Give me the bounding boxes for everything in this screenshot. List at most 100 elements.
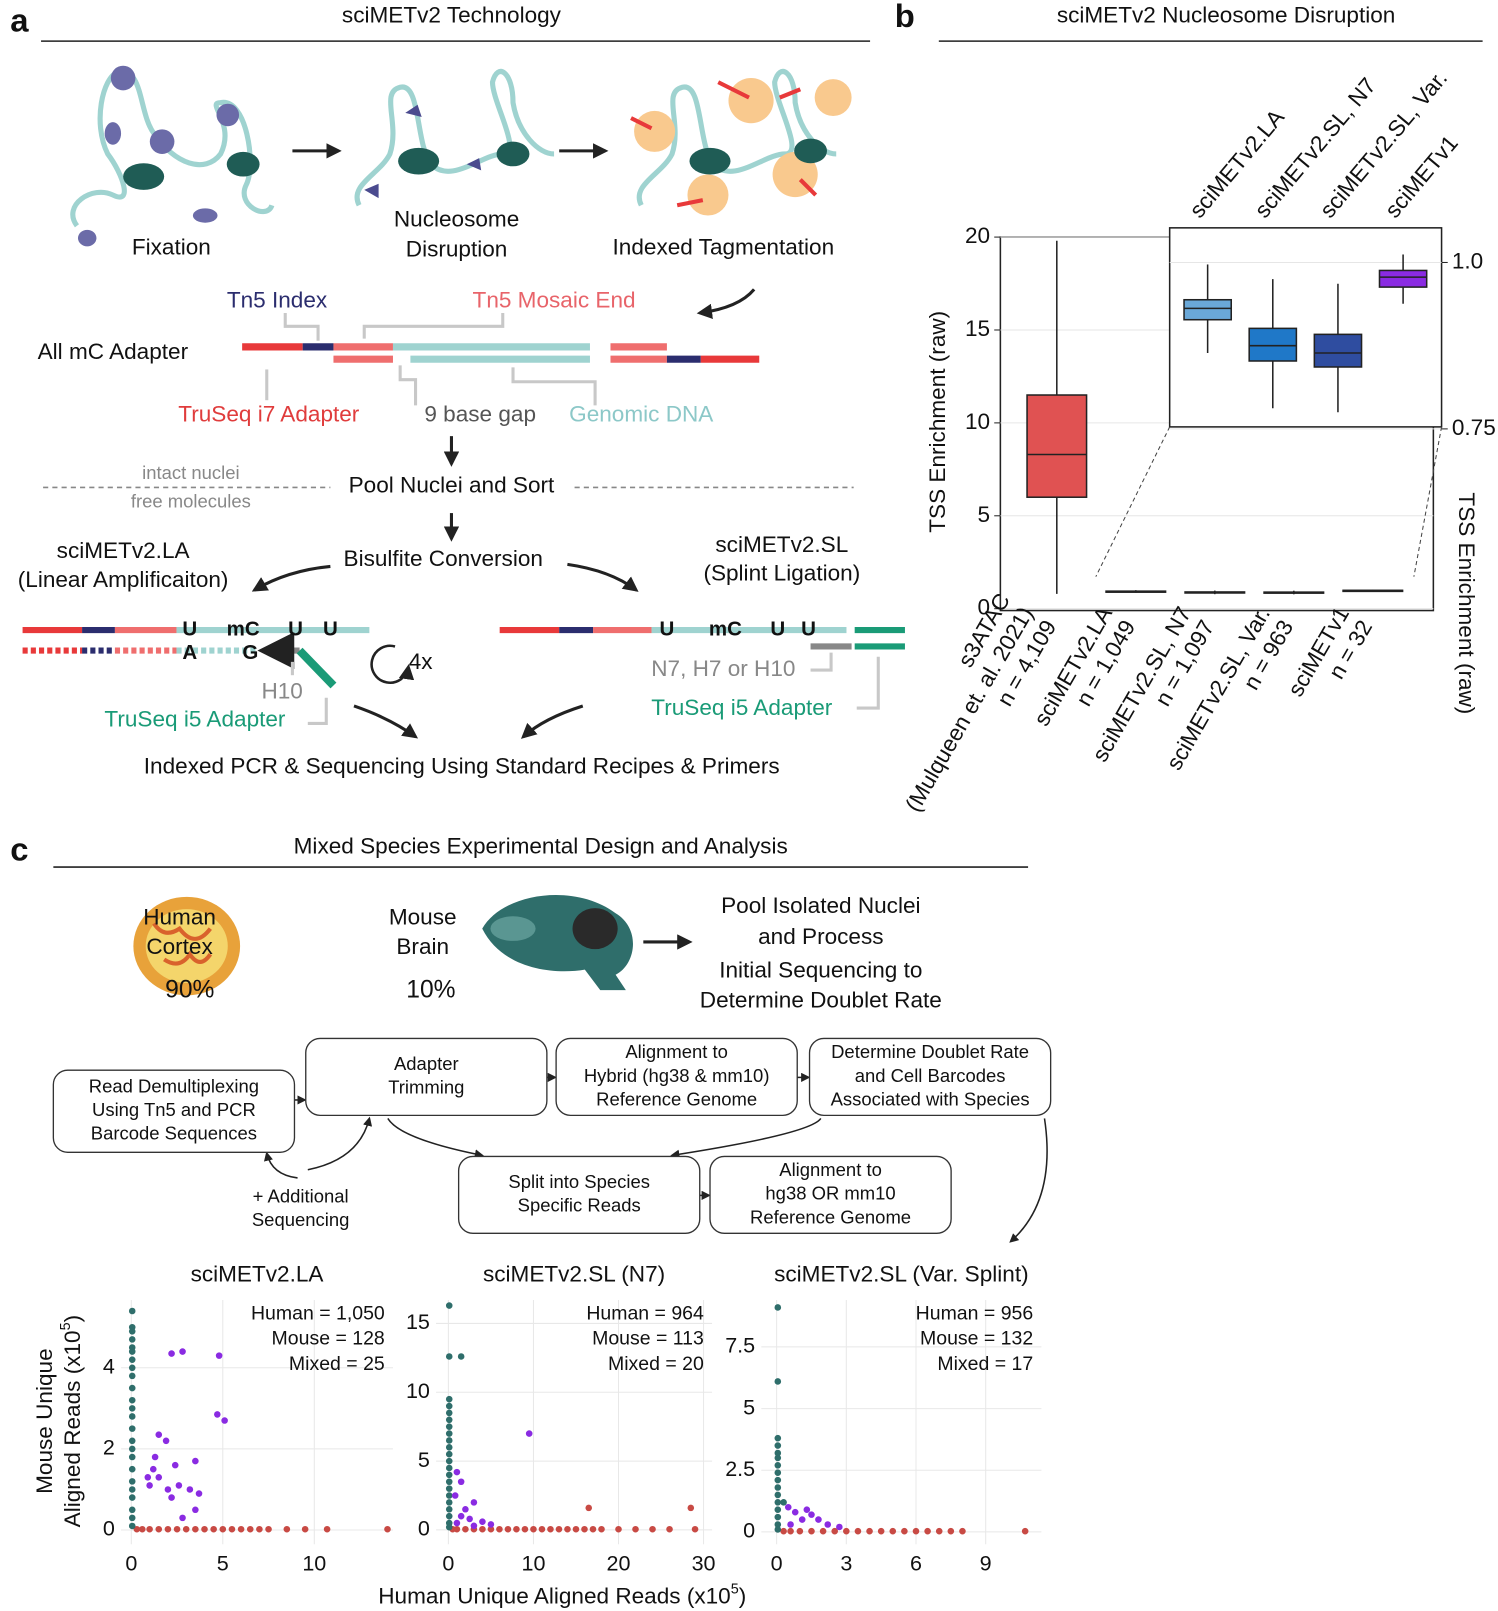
point (589, 1525, 597, 1533)
zoom-line (1413, 426, 1443, 577)
label: Human (143, 904, 216, 929)
chart-title: sciMETv2.SL (N7) (483, 1261, 665, 1286)
flow-box (305, 1037, 548, 1117)
point (214, 1411, 221, 1418)
point (787, 1521, 794, 1528)
label: Disruption (406, 236, 508, 261)
point (128, 1356, 136, 1363)
flow-label: Hybrid (hg38 & mm10) (584, 1065, 770, 1086)
y-tick-label: 4 (103, 1354, 115, 1378)
point (445, 1423, 453, 1430)
point (445, 1512, 453, 1520)
flow-label: hg38 OR mm10 (765, 1183, 895, 1204)
point (445, 1416, 453, 1424)
flow-label: Split into Species (508, 1171, 650, 1192)
box (1248, 327, 1298, 362)
point (164, 1525, 172, 1533)
point (572, 1525, 580, 1533)
label: Fixation (132, 234, 211, 259)
label: (Splint Ligation) (703, 561, 860, 586)
point (128, 1486, 136, 1493)
point (836, 1523, 843, 1531)
y-axis-label: TSS Enrichment (raw) (1454, 492, 1479, 714)
point (164, 1486, 172, 1493)
label: Brain (396, 934, 449, 959)
annotation: Human = 956 (916, 1303, 1034, 1325)
label: TruSeq i7 Adapter (178, 402, 360, 427)
point (901, 1527, 908, 1535)
panel-title: sciMETv2 Technology (342, 2, 562, 27)
chromatin-disrupted (354, 68, 555, 207)
point (453, 1519, 461, 1527)
x-tick-label: 3 (840, 1551, 852, 1575)
point (479, 1525, 486, 1533)
point (128, 1307, 136, 1315)
point (774, 1499, 782, 1506)
axis-label: Aligned Reads (x105) (58, 1315, 85, 1527)
flow-label: Using Tn5 and PCR (92, 1099, 256, 1120)
flow-label: Alignment to (779, 1159, 882, 1180)
y-tick-label: 10 (406, 1379, 430, 1403)
point (445, 1492, 453, 1499)
point (192, 1457, 199, 1465)
point (445, 1499, 453, 1506)
point (774, 1449, 782, 1457)
flow-label: Read Demultiplexing (89, 1076, 259, 1097)
label: U (288, 617, 303, 640)
x-tick-label: 0 (442, 1551, 454, 1575)
point (784, 1503, 792, 1511)
y-tick-label: 0 (743, 1519, 755, 1543)
point (128, 1506, 136, 1514)
point (649, 1525, 656, 1533)
y-tick-label: 2.5 (725, 1457, 755, 1481)
point (521, 1525, 529, 1533)
point (780, 1499, 787, 1506)
label: Indexed Tagmentation (613, 234, 835, 259)
point (924, 1527, 931, 1535)
label: Pool Isolated Nuclei (721, 893, 920, 918)
point (149, 1465, 157, 1473)
label: (Linear Amplificaiton) (18, 567, 229, 592)
point (445, 1471, 453, 1479)
point (192, 1525, 199, 1533)
point (453, 1525, 461, 1533)
point (598, 1525, 605, 1533)
y-tick-label: 0 (978, 595, 991, 620)
label: Tn5 Index (227, 288, 328, 313)
point (632, 1525, 639, 1533)
sl-strand (499, 626, 905, 650)
axis-label-part: Aligned Reads (x10 (60, 1330, 85, 1527)
point (179, 1348, 186, 1355)
panel-letter: b (895, 0, 915, 34)
flow-box (808, 1037, 1052, 1117)
x-tick-label: 0 (125, 1551, 137, 1575)
annotation: Human = 1,050 (251, 1303, 385, 1325)
point (221, 1417, 228, 1424)
flow-label: Adapter (394, 1053, 459, 1074)
label: mC (709, 617, 742, 640)
point (139, 1525, 146, 1533)
x-tick-label: sciMETv2.SL, N7 (1250, 73, 1381, 223)
point (877, 1527, 885, 1535)
panel-letter: a (10, 1, 29, 38)
point (128, 1453, 136, 1461)
x-tick-label: 20 (607, 1551, 631, 1575)
point (182, 1525, 190, 1533)
y-tick-label: 0 (103, 1517, 115, 1541)
point (457, 1353, 465, 1360)
axis-label-part: 5 (58, 1322, 74, 1330)
point (155, 1431, 163, 1439)
point (128, 1522, 136, 1530)
point (774, 1434, 782, 1442)
label: Initial Sequencing to (719, 958, 922, 983)
point (819, 1527, 827, 1535)
point (445, 1395, 453, 1403)
point (128, 1336, 136, 1343)
axis-label: Human Unique Aligned Reads (x105) (378, 1581, 746, 1608)
axis-label-part: Human Unique Aligned Reads (x10 (378, 1584, 730, 1609)
label: U (770, 617, 785, 640)
point (462, 1505, 469, 1513)
point (128, 1405, 136, 1412)
box (1183, 298, 1233, 321)
flow-box (709, 1155, 952, 1235)
